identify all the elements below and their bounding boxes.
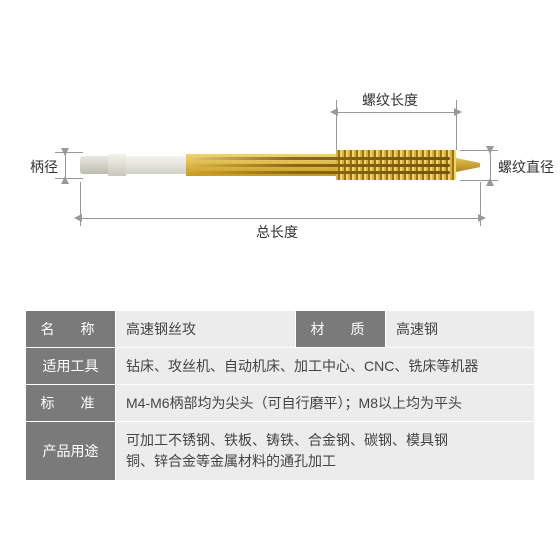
ext-line xyxy=(480,182,481,226)
shank-square xyxy=(108,154,126,176)
neck xyxy=(126,156,186,174)
ext-line xyxy=(55,152,83,153)
dim-thread-len-line xyxy=(336,112,456,113)
dim-total-len-line xyxy=(80,218,480,219)
table-row: 适用工具 钻床、攻丝机、自动机床、加工中心、CNC、铣床等机器 xyxy=(26,348,535,385)
table-row: 名 称 高速钢丝攻 材 质 高速钢 xyxy=(26,311,535,348)
val-tools: 钻床、攻丝机、自动机床、加工中心、CNC、铣床等机器 xyxy=(116,348,535,385)
table-row: 标 准 M4-M6柄部均为尖头（可自行磨平）；M8以上均为平头 xyxy=(26,385,535,422)
tip xyxy=(456,158,480,172)
val-name: 高速钢丝攻 xyxy=(116,311,296,348)
val-material: 高速钢 xyxy=(386,311,535,348)
ext-line xyxy=(456,100,457,150)
label-thread-len: 螺纹长度 xyxy=(362,90,418,110)
flute xyxy=(190,164,450,167)
val-usage: 可加工不锈钢、铁板、铸铁、合金钢、碳钢、模具钢 铜、锌合金等金属材料的通孔加工 xyxy=(116,422,535,481)
tap-drawing xyxy=(80,150,480,180)
label-total-len: 总长度 xyxy=(256,222,298,242)
ext-line xyxy=(460,150,498,151)
ext-line xyxy=(80,182,81,226)
ext-line xyxy=(55,178,83,179)
hdr-standard: 标 准 xyxy=(26,385,116,422)
val-standard: M4-M6柄部均为尖头（可自行磨平）；M8以上均为平头 xyxy=(116,385,535,422)
spec-table: 名 称 高速钢丝攻 材 质 高速钢 适用工具 钻床、攻丝机、自动机床、加工中心、… xyxy=(25,310,535,481)
table-row: 产品用途 可加工不锈钢、铁板、铸铁、合金钢、碳钢、模具钢 铜、锌合金等金属材料的… xyxy=(26,422,535,481)
ext-line xyxy=(460,180,498,181)
hdr-material: 材 质 xyxy=(296,311,386,348)
hdr-name: 名 称 xyxy=(26,311,116,348)
hdr-tools: 适用工具 xyxy=(26,348,116,385)
shank-end xyxy=(80,156,108,174)
label-thread-dia: 螺纹直径 xyxy=(498,157,554,177)
flute xyxy=(190,171,450,174)
hdr-usage: 产品用途 xyxy=(26,422,116,481)
diagram-area: 螺纹长度 柄径 螺纹直径 总长度 xyxy=(0,0,560,300)
ext-line xyxy=(336,100,337,150)
flute xyxy=(190,157,450,160)
label-shank-dia: 柄径 xyxy=(30,157,58,177)
